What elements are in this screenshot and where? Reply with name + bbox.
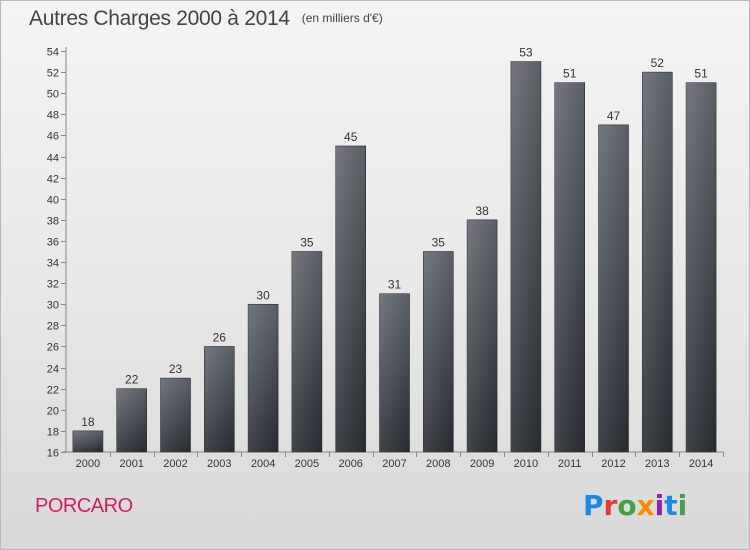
x-tick-label: 2005 bbox=[295, 458, 319, 470]
x-tick-label: 2003 bbox=[207, 458, 231, 470]
y-tick-label: 20 bbox=[47, 406, 59, 418]
y-tick-label: 46 bbox=[47, 131, 59, 143]
y-tick-label: 40 bbox=[47, 195, 59, 207]
data-label: 31 bbox=[388, 278, 402, 292]
bar-highlight bbox=[379, 293, 410, 452]
bar-highlight bbox=[510, 61, 541, 452]
bar-highlight bbox=[116, 388, 147, 452]
data-label: 38 bbox=[475, 204, 489, 218]
bar-highlight bbox=[335, 145, 366, 452]
data-labels: 18 22 23 26 30 35 45 31 35 38 53 51 47 52 51 bbox=[81, 46, 708, 429]
y-tick-label: 22 bbox=[47, 385, 59, 397]
y-tick-label: 42 bbox=[47, 174, 59, 186]
y-tick-label: 32 bbox=[47, 279, 59, 291]
data-label: 30 bbox=[256, 288, 270, 302]
bar-highlight bbox=[248, 304, 279, 452]
logo-letter: r bbox=[603, 489, 618, 522]
x-tick-label: 2010 bbox=[514, 458, 538, 470]
y-tick-label: 44 bbox=[47, 153, 59, 165]
x-tick-label: 2006 bbox=[338, 458, 362, 470]
x-tick-label: 2004 bbox=[251, 458, 275, 470]
logo-letter: i bbox=[677, 489, 688, 522]
y-tick-label: 18 bbox=[47, 427, 59, 439]
y-tick-label: 26 bbox=[47, 342, 59, 354]
y-tick-label: 16 bbox=[47, 448, 59, 460]
data-label: 51 bbox=[563, 67, 577, 81]
x-tick-label: 2009 bbox=[470, 458, 494, 470]
data-label: 45 bbox=[344, 130, 358, 144]
y-tick-label: 50 bbox=[47, 89, 59, 101]
bar-highlight bbox=[291, 251, 322, 452]
bar-highlight bbox=[598, 124, 629, 453]
x-tick-label: 2002 bbox=[163, 458, 187, 470]
proxiti-logo[interactable]: Proxiti bbox=[583, 489, 687, 522]
bar-highlight bbox=[554, 82, 585, 452]
data-label: 53 bbox=[519, 46, 533, 60]
logo-letter: i bbox=[654, 489, 665, 522]
y-tick-label: 52 bbox=[47, 68, 59, 80]
bars bbox=[72, 61, 717, 453]
data-label: 51 bbox=[694, 67, 708, 81]
x-tick-label: 2001 bbox=[119, 458, 143, 470]
logo-letter: o bbox=[617, 489, 637, 522]
chart-title: Autres Charges 2000 à 2014 bbox=[29, 7, 290, 30]
y-tick-label: 54 bbox=[47, 47, 59, 59]
bar-highlight bbox=[204, 346, 235, 452]
logo-letter: P bbox=[583, 489, 604, 522]
data-label: 23 bbox=[169, 362, 183, 376]
bar-highlight bbox=[686, 82, 717, 452]
data-label: 18 bbox=[81, 415, 95, 429]
y-tick-label: 34 bbox=[47, 258, 59, 270]
data-label: 47 bbox=[607, 109, 621, 123]
bar-highlight bbox=[423, 251, 454, 452]
y-tick-label: 36 bbox=[47, 237, 59, 249]
x-tick-label: 2011 bbox=[558, 458, 582, 470]
y-tick-label: 24 bbox=[47, 364, 59, 376]
chart-subtitle: (en milliers d'€) bbox=[301, 11, 383, 25]
bar-highlight bbox=[72, 430, 103, 452]
x-tick-label: 2008 bbox=[426, 458, 450, 470]
x-tick-label: 2007 bbox=[382, 458, 406, 470]
y-tick-label: 48 bbox=[47, 110, 59, 122]
y-tick-label: 38 bbox=[47, 216, 59, 228]
x-tick-label: 2014 bbox=[689, 458, 713, 470]
title-line: Autres Charges 2000 à 2014 (en milliers d… bbox=[29, 7, 383, 31]
logo-letter: x bbox=[636, 489, 655, 522]
data-label: 52 bbox=[651, 56, 665, 70]
data-label: 26 bbox=[213, 330, 227, 344]
x-tick-label: 2000 bbox=[76, 458, 100, 470]
bar-highlight bbox=[467, 219, 498, 452]
y-tick-label: 30 bbox=[47, 300, 59, 312]
bar-highlight bbox=[160, 378, 191, 452]
place-label: PORCARO bbox=[35, 495, 133, 517]
x-tick-label: 2013 bbox=[645, 458, 669, 470]
logo-letter: t bbox=[664, 489, 678, 522]
bar-highlight bbox=[642, 72, 673, 453]
data-label: 35 bbox=[300, 236, 314, 250]
data-label: 22 bbox=[125, 373, 139, 387]
y-tick-label: 28 bbox=[47, 321, 59, 333]
data-label: 35 bbox=[432, 236, 446, 250]
x-tick-label: 2012 bbox=[601, 458, 625, 470]
